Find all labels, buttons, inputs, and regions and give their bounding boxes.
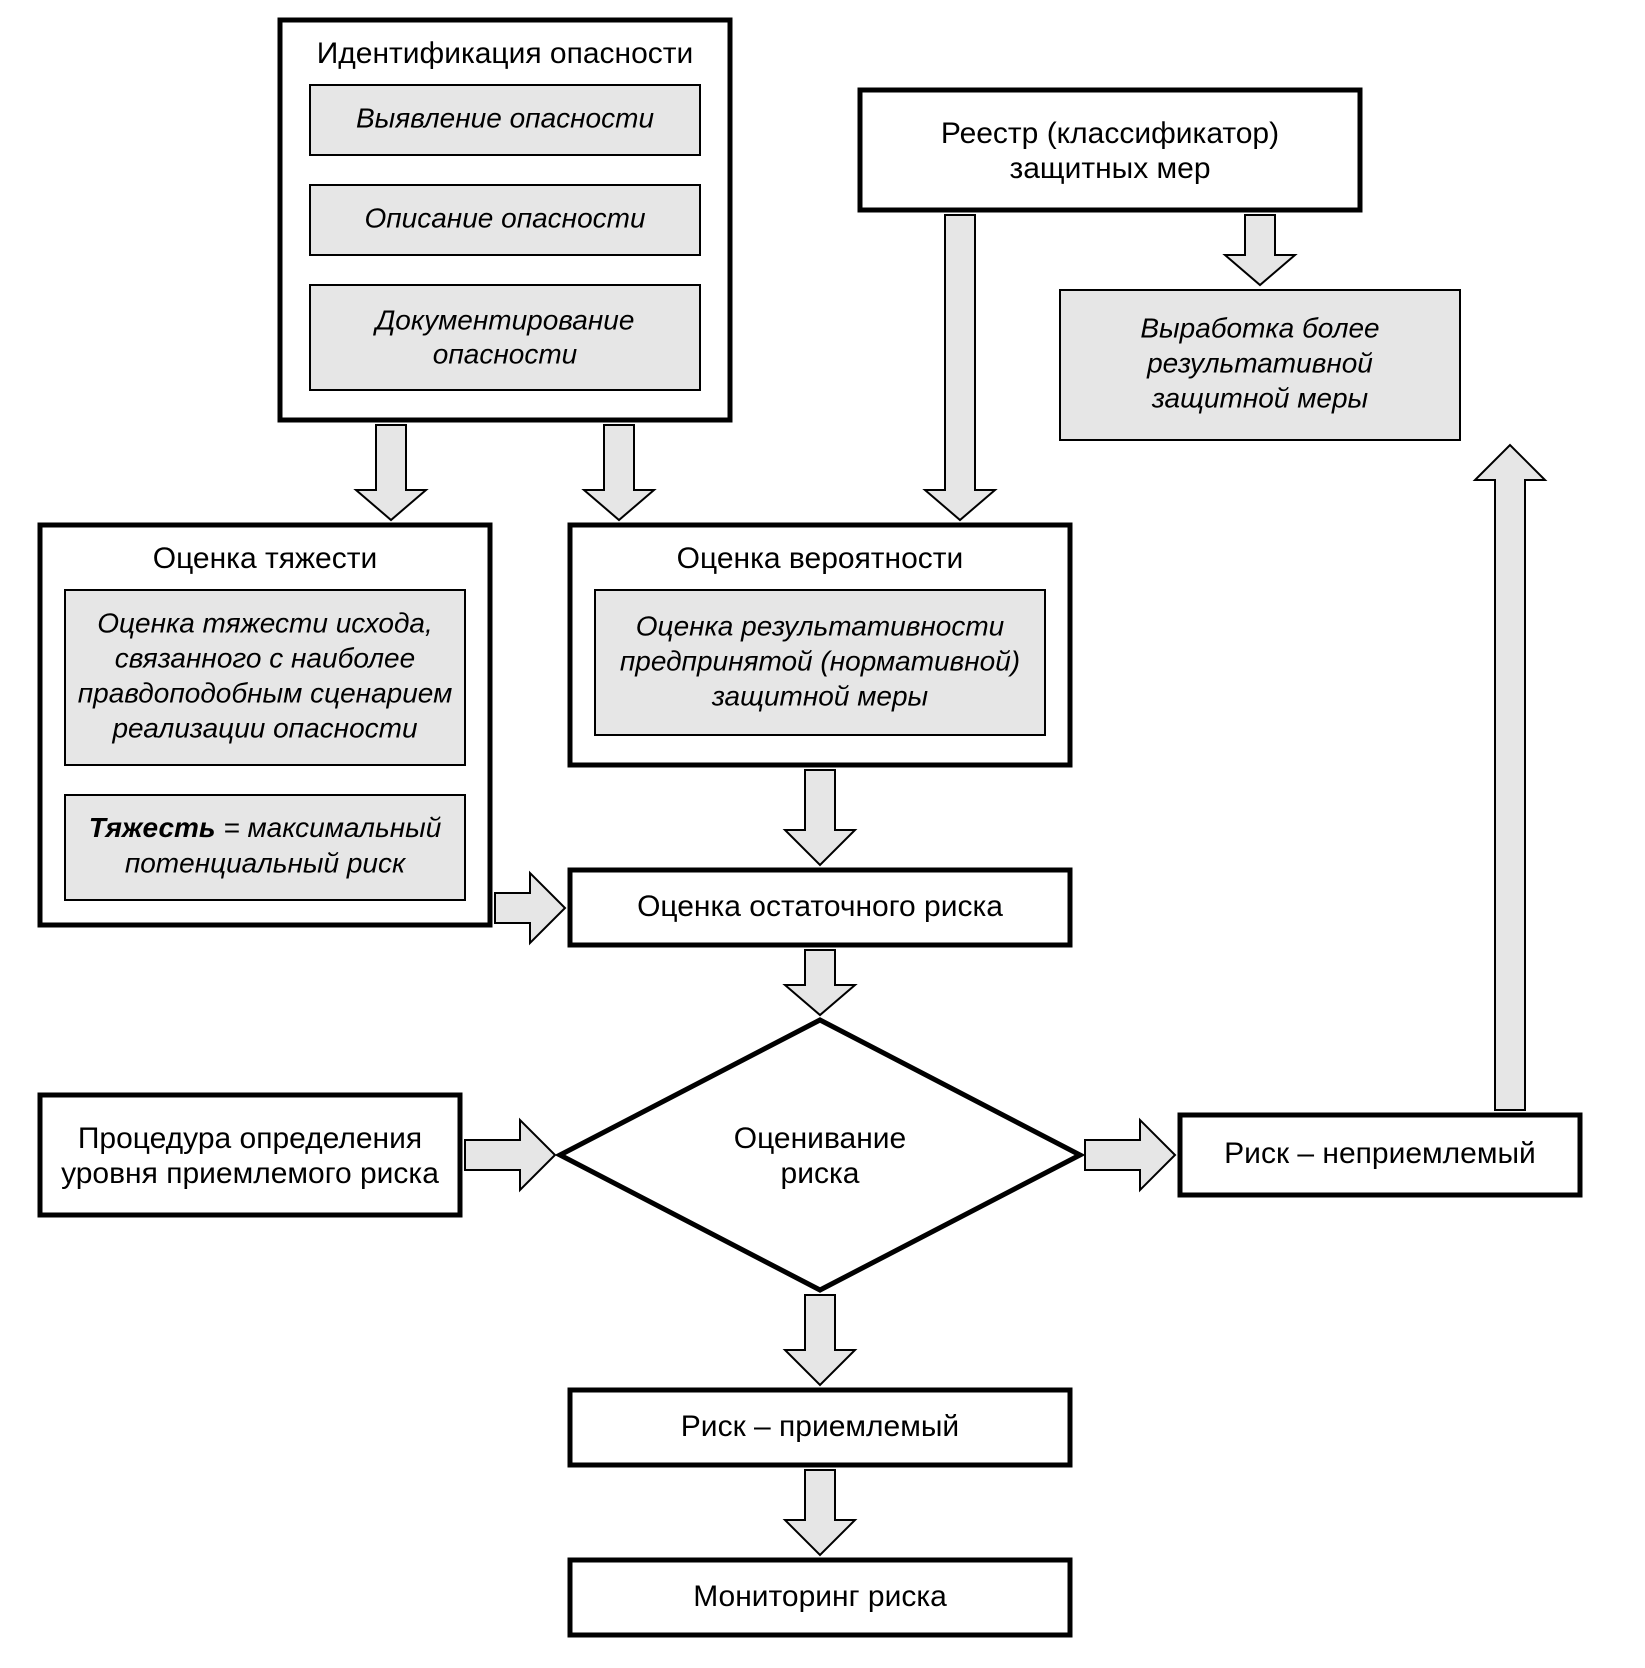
acceptable-label: Риск – приемлемый	[681, 1410, 959, 1443]
node-unacceptable: Риск – неприемлемый	[1180, 1115, 1580, 1195]
arrow-registry-to-develop	[1225, 215, 1295, 285]
risk-flowchart: Идентификация опасности Выявление опасно…	[0, 0, 1645, 1668]
identification-sub3-l2: опасности	[433, 338, 578, 369]
severity-sub1-l4: реализации опасности	[111, 712, 418, 743]
procedure-l2: уровня приемлемого риска	[61, 1157, 439, 1190]
arrow-probability-to-residual	[785, 770, 855, 865]
probability-sub1-l1: Оценка результативности	[636, 610, 1005, 641]
node-procedure: Процедура определения уровня приемлемого…	[40, 1095, 460, 1215]
severity-sub1-l3: правдоподобным сценарием	[78, 677, 453, 708]
residual-label: Оценка остаточного риска	[637, 890, 1003, 923]
monitoring-label: Мониторинг риска	[693, 1580, 947, 1613]
evaluation-l2: риска	[781, 1157, 860, 1190]
arrow-severity-to-residual	[495, 873, 565, 943]
procedure-l1: Процедура определения	[78, 1122, 422, 1155]
registry-l1: Реестр (классификатор)	[941, 117, 1279, 150]
svg-text:Тяжесть = максимальный: Тяжесть = максимальный	[89, 812, 442, 843]
node-registry: Реестр (классификатор) защитных мер	[860, 90, 1360, 210]
identification-title: Идентификация опасности	[317, 37, 694, 70]
arrow-ident-to-probability	[584, 425, 654, 520]
develop-l2: результативной	[1146, 347, 1373, 378]
identification-sub2: Описание опасности	[364, 202, 646, 233]
arrow-evaluation-to-acceptable	[785, 1295, 855, 1385]
identification-sub1: Выявление опасности	[356, 102, 654, 133]
probability-sub1-l2: предпринятой (нормативной)	[620, 645, 1020, 676]
arrow-unacceptable-to-develop	[1475, 445, 1545, 1110]
evaluation-l1: Оценивание	[734, 1122, 907, 1155]
severity-title: Оценка тяжести	[153, 542, 377, 575]
node-acceptable: Риск – приемлемый	[570, 1390, 1070, 1465]
node-develop-measure: Выработка более результативной защитной …	[1060, 290, 1460, 440]
severity-sub1-l1: Оценка тяжести исхода,	[97, 607, 433, 638]
arrow-registry-to-probability	[925, 215, 995, 520]
node-evaluation-diamond: Оценивание риска	[560, 1020, 1080, 1290]
node-identification: Идентификация опасности Выявление опасно…	[280, 20, 730, 420]
severity-sub2-l2: потенциальный риск	[125, 847, 407, 878]
probability-title: Оценка вероятности	[677, 542, 964, 575]
arrow-acceptable-to-monitoring	[785, 1470, 855, 1555]
arrow-procedure-to-evaluation	[465, 1120, 555, 1190]
severity-sub1-l2: связанного с наиболее	[115, 642, 415, 673]
probability-sub1-l3: защитной меры	[711, 680, 929, 711]
severity-sub2-post: = максимальный	[216, 812, 442, 843]
develop-l1: Выработка более	[1140, 312, 1379, 343]
node-residual: Оценка остаточного риска	[570, 870, 1070, 945]
develop-l3: защитной меры	[1151, 382, 1369, 413]
node-probability: Оценка вероятности Оценка результативнос…	[570, 525, 1070, 765]
identification-sub3-l1: Документирование	[373, 304, 635, 335]
arrow-residual-to-evaluation	[785, 950, 855, 1015]
arrow-ident-to-severity	[356, 425, 426, 520]
node-severity: Оценка тяжести Оценка тяжести исхода, св…	[40, 525, 490, 925]
arrow-evaluation-to-unacceptable	[1085, 1120, 1175, 1190]
registry-l2: защитных мер	[1009, 152, 1210, 185]
node-monitoring: Мониторинг риска	[570, 1560, 1070, 1635]
severity-sub2-pre: Тяжесть	[89, 812, 216, 843]
unacceptable-label: Риск – неприемлемый	[1224, 1137, 1536, 1170]
